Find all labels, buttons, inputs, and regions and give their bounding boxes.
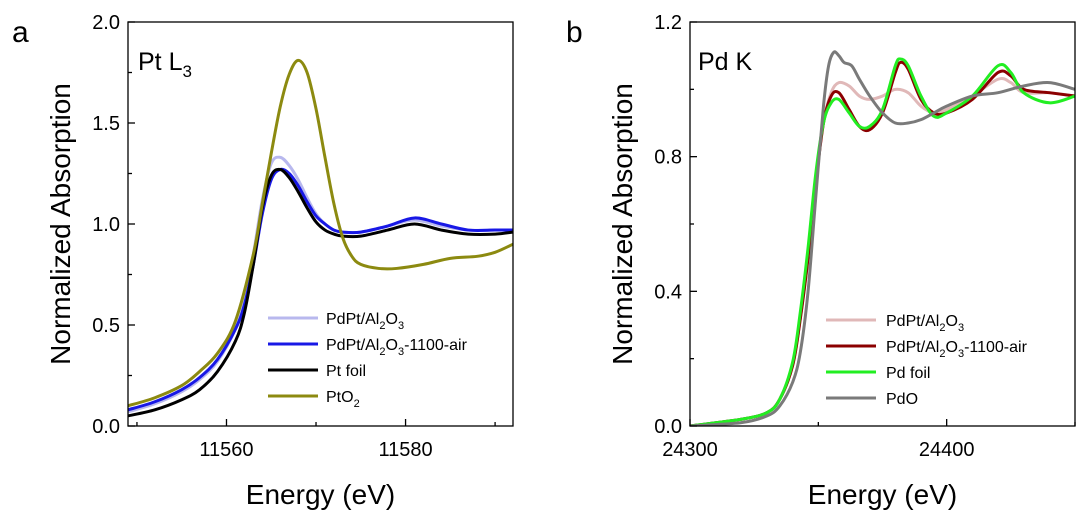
x-axis-label: Energy (eV) — [246, 479, 395, 510]
y-tick-label: 0.8 — [654, 147, 682, 169]
legend-label-subscript: 2 — [939, 348, 945, 360]
series-line-pdpt-al2o3-1100-air — [690, 60, 1075, 426]
x-tick-label: 24400 — [919, 439, 975, 461]
y-tick-label: 0.4 — [654, 281, 682, 303]
legend-label-subscript: 2 — [354, 398, 360, 410]
legend-label-text: -1100-air — [404, 337, 468, 354]
y-tick-label: 0.0 — [92, 416, 120, 438]
plot-frame — [127, 21, 514, 427]
legend-label: PtO2 — [326, 389, 360, 410]
panel-title: Pt L3 — [138, 48, 192, 81]
series-line-pdo — [690, 50, 1075, 426]
panel-title: Pd K — [698, 48, 753, 76]
legend-label: Pt foil — [326, 363, 366, 380]
y-tick-label: 0.5 — [92, 315, 120, 337]
y-tick-label: 0.0 — [654, 416, 682, 438]
legend-label-text: O — [945, 339, 957, 356]
series-line-pto2 — [128, 58, 513, 408]
legend-label-text: -1100-air — [964, 339, 1028, 356]
panel-a-pt-l3-chart: a 11560 11580 0.0 0.5 1.0 1.5 2.0 Energy (eV) Nor… — [12, 12, 514, 510]
legend-label-text: Pd foil — [886, 365, 930, 382]
legend-label-subscript: 2 — [379, 320, 385, 332]
legend-label: PdPt/Al2O3 — [326, 311, 404, 332]
legend-label: PdO — [886, 391, 918, 408]
legend-label: PdPt/Al2O3 — [886, 313, 964, 334]
legend-label: PdPt/Al2O3-1100-air — [326, 337, 468, 358]
legend-label-text: O — [385, 311, 397, 328]
y-axis-label: Normalized Absorption — [45, 83, 76, 365]
legend-label-text: PdPt/Al — [326, 311, 379, 328]
panel-letter: a — [12, 16, 29, 49]
legend-label-text: O — [385, 337, 397, 354]
series-line-pdpt-al2o3 — [128, 155, 513, 414]
legend-label: Pd foil — [886, 365, 930, 382]
curves — [128, 58, 513, 418]
panel-letter: b — [566, 16, 583, 49]
y-tick-label: 2.0 — [92, 12, 120, 34]
legend-label-text: PdO — [886, 391, 918, 408]
legend-label-subscript: 3 — [958, 322, 964, 334]
x-tick-label: 11580 — [378, 439, 432, 461]
y-tick-label: 1.5 — [92, 113, 120, 135]
y-tick-label: 1.2 — [654, 12, 682, 34]
legend-label-text: PdPt/Al — [886, 339, 939, 356]
panel-title-subscript: 3 — [182, 62, 191, 81]
y-tick-label: 1.0 — [92, 214, 120, 236]
series-line-pd-foil — [690, 57, 1075, 426]
legend-label-subscript: 3 — [398, 320, 404, 332]
legend-label-subscript: 2 — [939, 322, 945, 334]
legend-label-text: PdPt/Al — [886, 313, 939, 330]
y-axis-label: Normalized Absorption — [607, 83, 638, 365]
legend-label-text: O — [945, 313, 957, 330]
legend-label-text: Pt foil — [326, 363, 366, 380]
series-line-pdpt-al2o3-1100-air — [128, 167, 513, 412]
x-tick-label: 11560 — [199, 439, 253, 461]
curves — [690, 50, 1075, 426]
legend-label-subscript: 2 — [379, 346, 385, 358]
series-line-pdpt-al2o3 — [690, 77, 1075, 426]
panel-title-main: Pd K — [698, 48, 753, 76]
x-axis-label: Energy (eV) — [808, 479, 957, 510]
x-tick-label: 24300 — [662, 439, 718, 461]
legend-label-subscript: 3 — [958, 348, 964, 360]
legend-label-text: PdPt/Al — [326, 337, 379, 354]
panel-b-pd-k-chart: b 24300 24400 0.0 0.4 0.8 1.2 Energy (eV) Normal… — [566, 12, 1076, 510]
legend-label: PdPt/Al2O3-1100-air — [886, 339, 1028, 360]
legend-label-subscript: 3 — [398, 346, 404, 358]
panel-title-main: Pt L — [138, 48, 183, 76]
legend-label-text: PtO — [326, 389, 354, 406]
series-line-pt-foil — [128, 167, 513, 418]
